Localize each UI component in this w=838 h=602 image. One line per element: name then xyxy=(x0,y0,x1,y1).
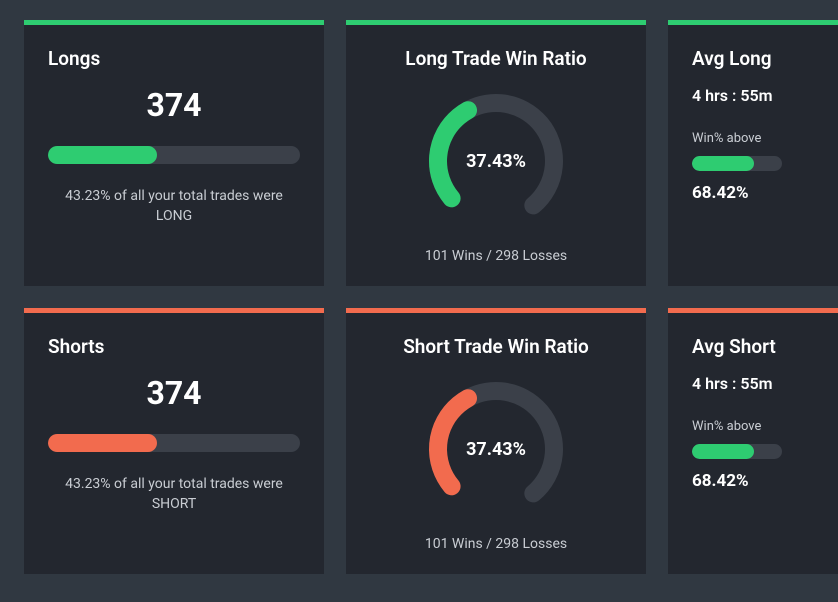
card-title: Shorts xyxy=(48,335,300,358)
shorts-bar-track xyxy=(48,434,300,452)
longs-subtext: 43.23% of all your total trades were LON… xyxy=(48,186,300,227)
donut-label: 37.43% xyxy=(421,86,571,236)
short-ratio-donut: 37.43% xyxy=(421,374,571,524)
shorts-count: 374 xyxy=(48,374,300,412)
longs-bar-track xyxy=(48,146,300,164)
avg-short-time: 4 hrs : 55m xyxy=(692,374,838,393)
avg-short-bar-fill xyxy=(692,444,754,459)
card-avg-long: Avg Long 4 hrs : 55m Win% above 68.42% xyxy=(668,20,838,286)
avg-long-time: 4 hrs : 55m xyxy=(692,86,838,105)
longs-bar-fill xyxy=(48,146,157,164)
shorts-bar-fill xyxy=(48,434,157,452)
card-title: Avg Long xyxy=(692,47,838,70)
avg-short-pct: 68.42% xyxy=(692,471,838,491)
card-long-ratio: Long Trade Win Ratio 37.43% 101 Wins / 2… xyxy=(346,20,646,286)
avg-long-bar-fill xyxy=(692,156,754,171)
card-shorts: Shorts 374 43.23% of all your total trad… xyxy=(24,308,324,574)
avg-long-pct: 68.42% xyxy=(692,183,838,203)
card-title: Longs xyxy=(48,47,300,70)
card-title: Avg Short xyxy=(692,335,838,358)
shorts-subtext: 43.23% of all your total trades were SHO… xyxy=(48,474,300,515)
card-longs: Longs 374 43.23% of all your total trade… xyxy=(24,20,324,286)
avg-short-small-label: Win% above xyxy=(692,419,838,434)
card-avg-short: Avg Short 4 hrs : 55m Win% above 68.42% xyxy=(668,308,838,574)
card-short-ratio: Short Trade Win Ratio 37.43% 101 Wins / … xyxy=(346,308,646,574)
longs-count: 374 xyxy=(48,86,300,124)
avg-short-bar-track xyxy=(692,444,782,459)
dashboard-grid: Longs 374 43.23% of all your total trade… xyxy=(24,20,838,574)
avg-long-bar-track xyxy=(692,156,782,171)
donut-label: 37.43% xyxy=(421,374,571,524)
long-ratio-donut: 37.43% xyxy=(421,86,571,236)
avg-long-small-label: Win% above xyxy=(692,131,838,146)
